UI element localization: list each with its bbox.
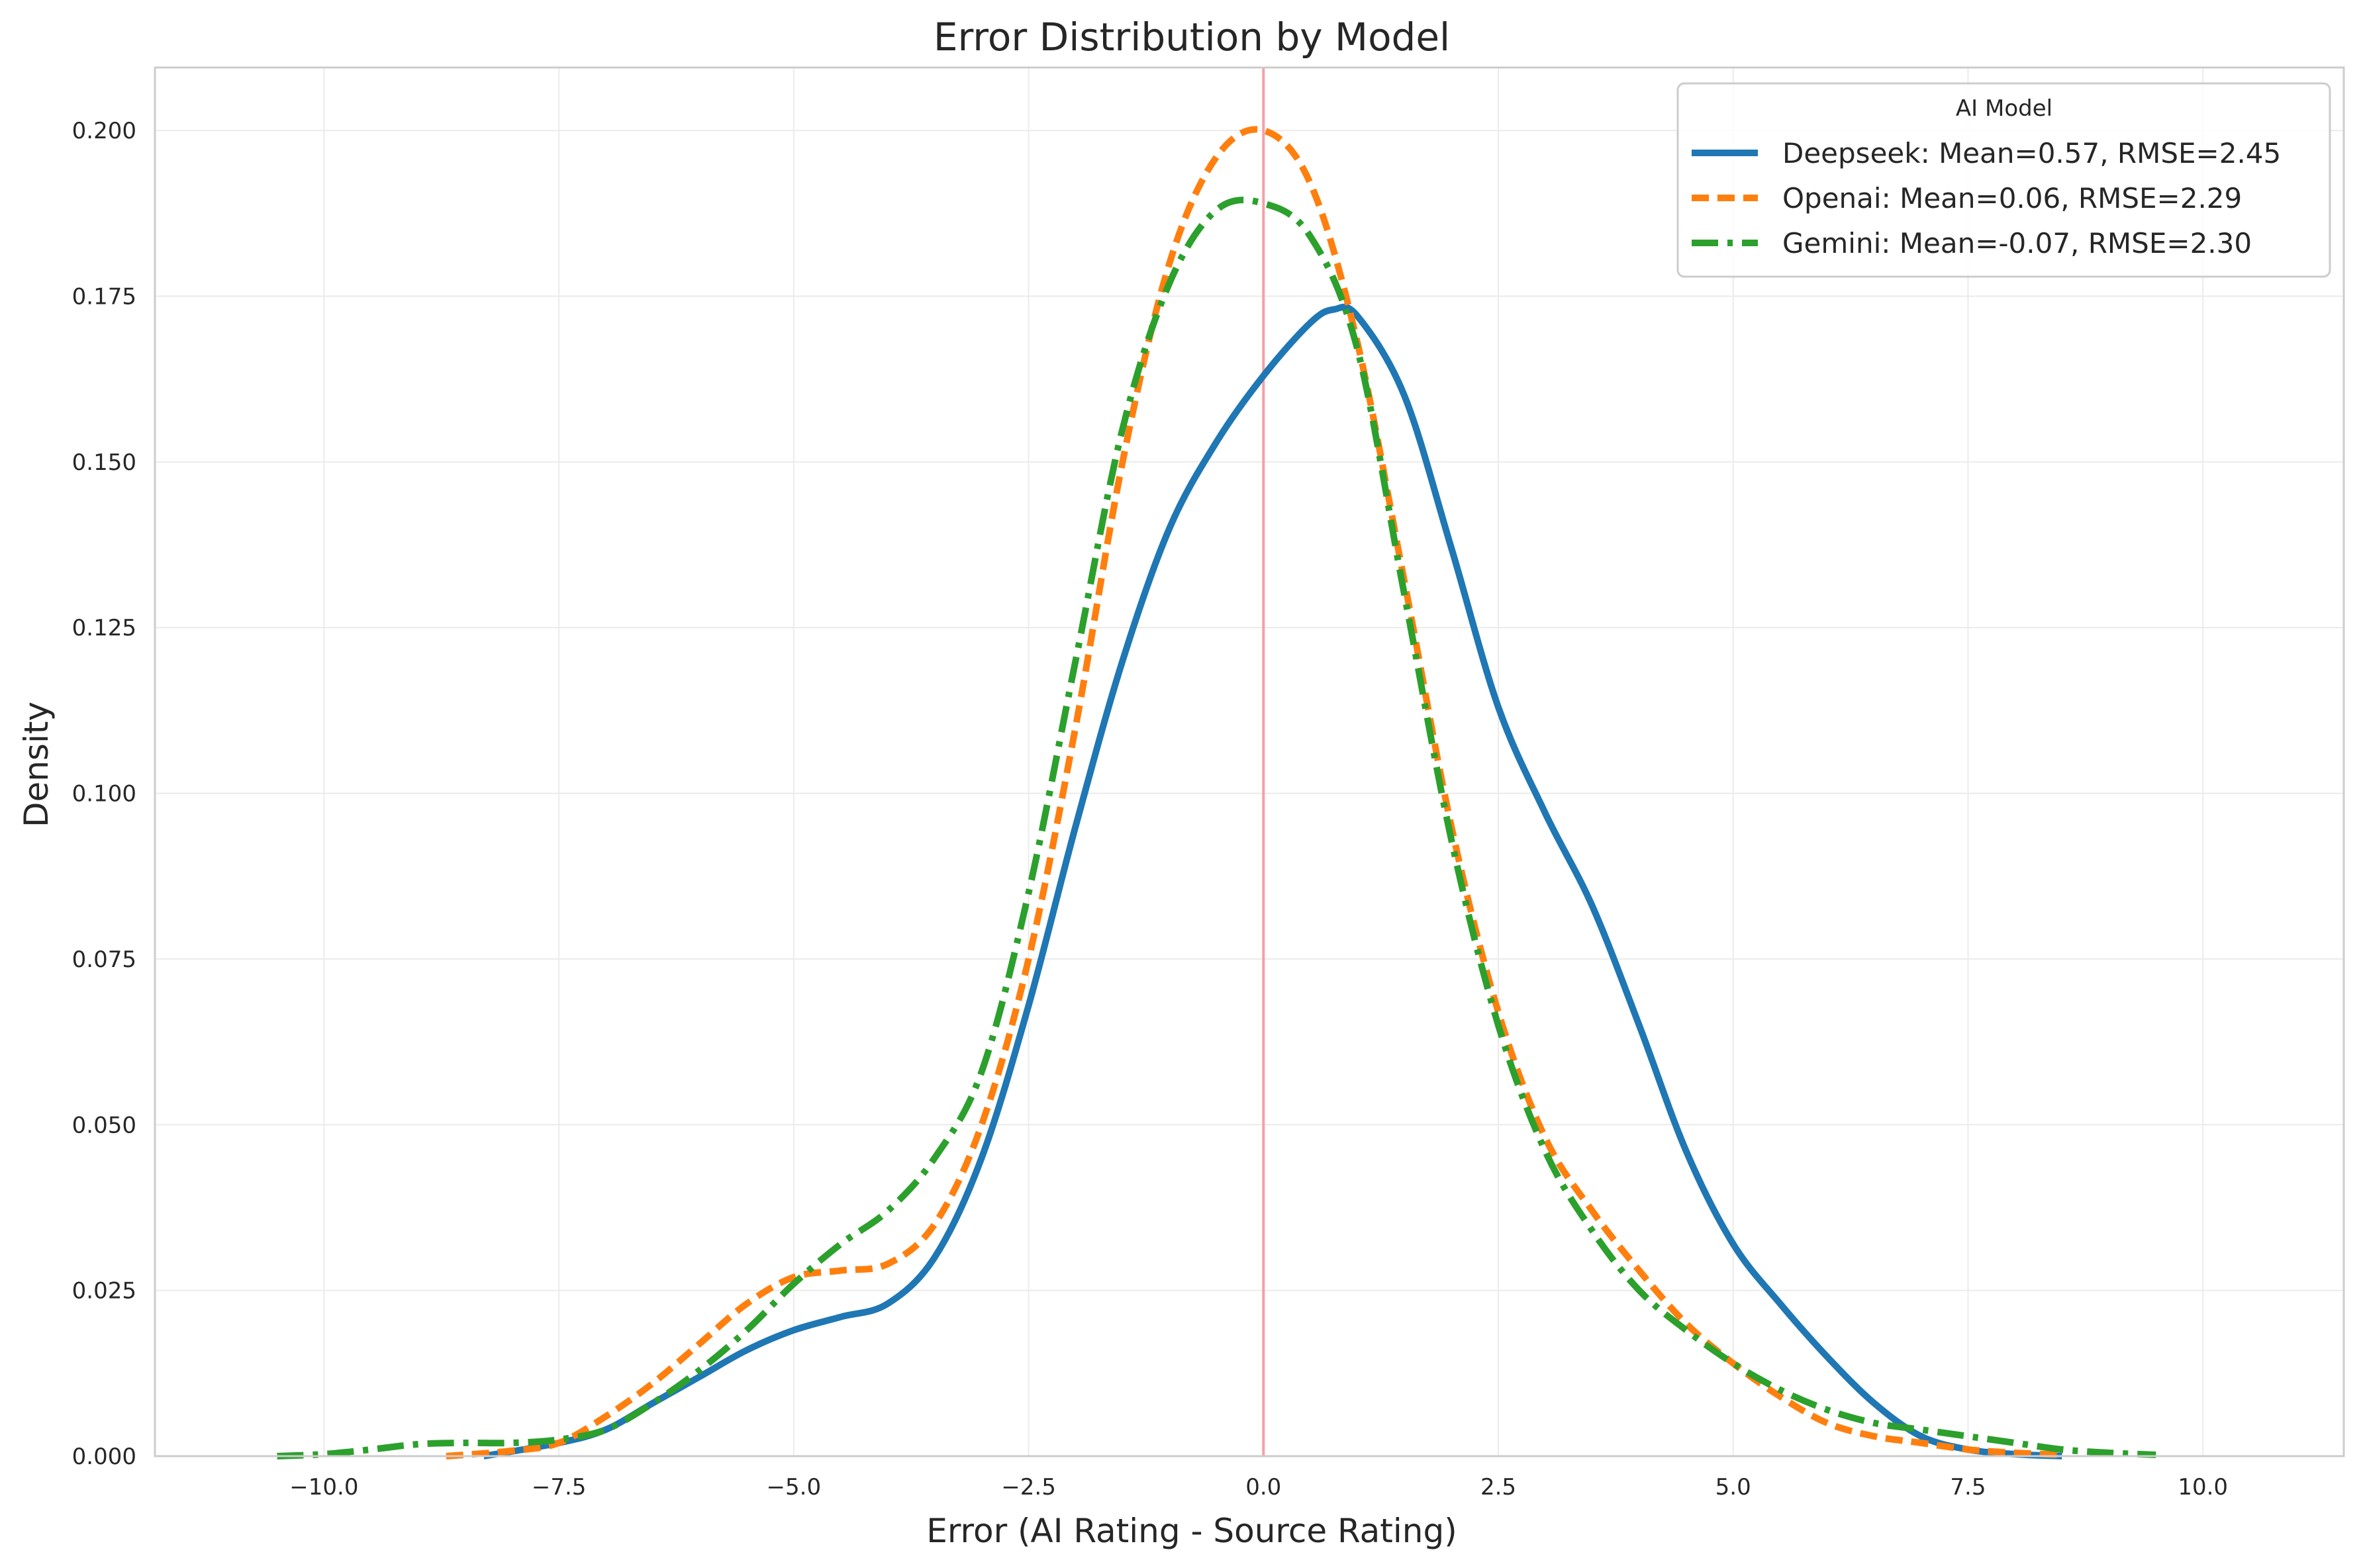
legend-entries: Deepseek: Mean=0.57, RMSE=2.45 Openai: Me… [1692,137,2281,259]
plot-background [155,68,2344,1456]
y-tick-label: 0.125 [72,615,136,641]
y-tick-label: 0.100 [72,781,136,807]
legend: AI Model Deepseek: Mean=0.57, RMSE=2.45 O… [1676,82,2331,278]
x-tick-label: −2.5 [1001,1474,1056,1500]
chart-title: Error Distribution by Model [934,15,1450,60]
x-axis-title: Error (AI Rating - Source Rating) [926,1512,1457,1550]
legend-label: Gemini: Mean=-0.07, RMSE=2.30 [1782,227,2252,259]
series-line-deepseek [483,303,2062,1459]
x-tick-label: −5.0 [767,1474,822,1500]
y-axis-title: Density [17,702,56,827]
plot-frame [154,66,2345,1457]
x-tick-label: −10.0 [289,1474,358,1500]
x-tick-label: 2.5 [1480,1474,1516,1500]
y-tick-label: 0.075 [72,946,136,973]
y-tick-label: 0.200 [72,118,136,144]
legend-label: Openai: Mean=0.06, RMSE=2.29 [1782,182,2242,214]
y-tick-label: 0.025 [72,1278,136,1305]
series-lines [277,126,2156,1459]
legend-box [1676,82,2331,278]
x-tick-label: −7.5 [532,1474,587,1500]
y-tick-label: 0.175 [72,283,136,310]
y-tick-label: 0.150 [72,449,136,476]
x-tick-label: 7.5 [1950,1474,1986,1500]
x-tick-label: 5.0 [1715,1474,1751,1500]
x-tick-label: 0.0 [1245,1474,1281,1500]
y-tick-label: 0.050 [72,1112,136,1138]
x-axis-ticks: −10.0 −7.5 −5.0 −2.5 0.0 2.5 5.0 7.5 10.0 [289,1474,2228,1500]
y-tick-label: 0.000 [72,1444,136,1470]
legend-label: Deepseek: Mean=0.57, RMSE=2.45 [1782,137,2281,169]
series-line-openai [446,126,2062,1459]
y-axis-ticks: 0.000 0.025 0.050 0.075 0.100 0.125 0.150 0.175… [72,118,136,1470]
plot-area [154,66,2345,1459]
x-tick-label: 10.0 [2178,1474,2228,1500]
legend-title: AI Model [1956,95,2052,122]
